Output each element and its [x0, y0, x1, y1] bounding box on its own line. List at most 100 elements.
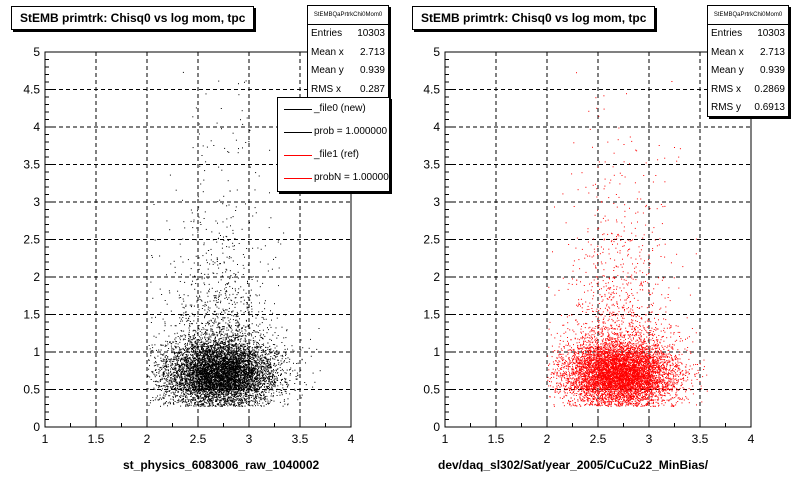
data-point	[201, 349, 203, 351]
data-point	[218, 395, 220, 397]
data-point	[172, 364, 174, 366]
data-point	[269, 384, 271, 386]
data-point	[216, 290, 218, 292]
data-point	[247, 368, 249, 370]
data-point	[224, 379, 226, 381]
data-point	[269, 352, 271, 354]
data-point	[202, 387, 204, 389]
data-point	[176, 382, 178, 384]
data-point	[245, 374, 247, 375]
data-point	[235, 328, 237, 330]
data-point	[210, 330, 212, 332]
data-point	[287, 357, 289, 359]
data-point	[225, 291, 227, 293]
data-point	[187, 390, 188, 392]
data-point	[151, 344, 153, 346]
data-point	[269, 379, 271, 380]
data-point	[243, 395, 245, 397]
data-point	[243, 360, 245, 362]
data-point	[226, 236, 228, 238]
data-point	[180, 388, 182, 390]
data-point	[202, 145, 204, 147]
data-point	[227, 399, 229, 401]
data-point	[208, 400, 210, 402]
data-point	[236, 367, 238, 369]
data-point	[246, 348, 248, 350]
data-point	[282, 405, 284, 407]
data-point	[282, 354, 283, 356]
data-point	[230, 388, 232, 390]
data-point	[180, 365, 182, 367]
data-point	[180, 386, 182, 387]
data-point	[231, 336, 233, 338]
data-point	[260, 352, 262, 353]
data-point	[195, 345, 197, 347]
data-point	[246, 400, 248, 402]
data-point	[181, 395, 183, 397]
data-point	[236, 343, 237, 345]
data-point	[205, 384, 207, 386]
data-point	[230, 376, 231, 378]
data-point	[198, 360, 200, 362]
data-point	[171, 383, 173, 385]
data-point	[210, 328, 212, 330]
data-point	[186, 367, 188, 369]
data-point	[194, 363, 196, 365]
data-point	[216, 368, 218, 370]
data-point	[182, 199, 183, 201]
data-point	[220, 279, 222, 281]
data-point	[222, 318, 224, 320]
data-point	[242, 274, 244, 275]
data-point	[192, 344, 193, 346]
data-point	[154, 376, 156, 378]
data-point	[232, 276, 234, 278]
data-point	[205, 252, 207, 254]
data-point	[232, 216, 234, 218]
data-point	[256, 331, 258, 333]
data-point	[181, 359, 183, 361]
data-point	[263, 318, 265, 320]
data-point	[220, 349, 222, 351]
data-point	[275, 369, 277, 371]
data-point	[218, 267, 220, 269]
data-point	[269, 401, 271, 403]
data-point	[268, 376, 270, 378]
data-point	[218, 388, 220, 390]
data-point	[185, 365, 187, 367]
data-point	[226, 256, 228, 258]
data-point	[234, 334, 236, 336]
data-point	[211, 369, 213, 371]
data-point	[250, 379, 252, 381]
data-point	[220, 337, 222, 339]
data-point	[289, 373, 291, 374]
data-point	[218, 237, 219, 239]
data-point	[205, 371, 207, 373]
data-point	[252, 382, 254, 384]
data-point	[175, 372, 177, 374]
data-point	[198, 401, 200, 403]
data-point	[189, 315, 191, 317]
data-point	[245, 292, 247, 294]
data-point	[245, 392, 247, 394]
data-point	[177, 360, 179, 362]
data-point	[202, 367, 204, 369]
data-point	[199, 165, 201, 167]
data-point	[172, 396, 174, 398]
data-point	[238, 404, 240, 406]
data-point	[272, 357, 274, 359]
data-point	[222, 328, 224, 330]
data-point	[216, 387, 218, 388]
data-point	[248, 365, 249, 367]
data-point	[233, 249, 235, 250]
data-point	[159, 394, 161, 396]
data-point	[220, 382, 222, 384]
data-point	[248, 366, 250, 368]
data-point	[218, 166, 220, 168]
data-point	[192, 227, 194, 229]
data-point	[172, 396, 174, 398]
data-point	[183, 386, 185, 388]
data-point	[189, 361, 191, 363]
data-point	[235, 319, 236, 321]
data-point	[220, 108, 222, 109]
data-point	[249, 366, 250, 368]
